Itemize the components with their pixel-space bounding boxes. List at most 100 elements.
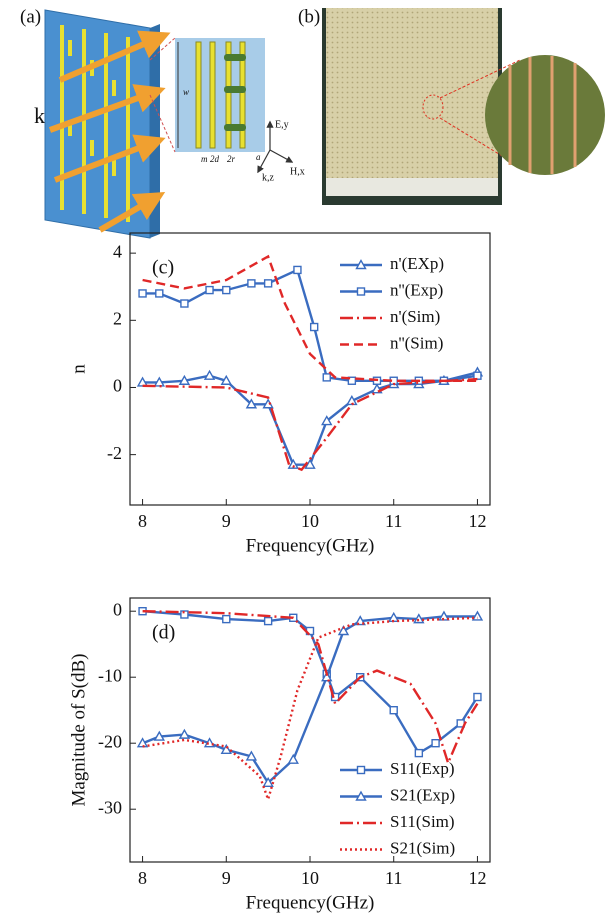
marker (337, 625, 350, 636)
panel-label: (d) (152, 622, 175, 644)
panel-b: (b) (298, 6, 605, 205)
legend-marker (355, 790, 367, 801)
marker (245, 750, 258, 761)
legend-marker (356, 287, 366, 296)
x-tick-label: 11 (385, 511, 402, 531)
y-tick-label: -10 (98, 665, 122, 685)
marker (287, 458, 299, 469)
marker (222, 285, 231, 295)
metamaterial-sheet (326, 8, 498, 178)
y-axis-label: Magnitude of S(dB) (68, 653, 89, 806)
marker (321, 671, 333, 682)
cell-strips (195, 41, 246, 149)
legend-label: S11(Sim) (390, 812, 455, 831)
y-tick-label: -20 (98, 731, 122, 751)
label: k (34, 103, 45, 128)
marker (287, 753, 299, 764)
series-line (142, 610, 479, 767)
zoom-lines (439, 59, 526, 171)
marker (205, 285, 214, 295)
legend-label: n''(Exp) (390, 280, 443, 299)
x-tick-label: 9 (222, 511, 231, 531)
label: 2d (210, 154, 220, 164)
axes-arrows (257, 120, 294, 174)
marker (330, 692, 340, 702)
y-tick-label: 4 (113, 241, 122, 261)
marker (321, 415, 333, 426)
x-tick-label: 10 (301, 511, 319, 531)
marker (136, 376, 149, 387)
marker (178, 374, 191, 385)
x-tick-label: 8 (138, 511, 147, 531)
series-line (142, 254, 478, 382)
label: H,x (290, 166, 305, 177)
panel-a: (a) k w m 2d 2r a E,y H,x k,z (20, 6, 305, 239)
y-tick-label: -2 (107, 443, 122, 463)
legend-label: n'(Sim) (390, 307, 440, 326)
x-tick-label: 8 (138, 868, 147, 888)
y-tick-label: 0 (113, 599, 122, 619)
marker (138, 289, 147, 298)
zoom-strips (508, 56, 577, 174)
zoom-circle (485, 55, 605, 175)
unit-cell (175, 38, 265, 152)
y-axis-label: n (68, 364, 89, 374)
x-tick-label: 10 (301, 868, 319, 888)
marker (222, 614, 231, 624)
marker (293, 265, 302, 275)
marker (136, 737, 149, 748)
ruler (326, 178, 498, 196)
legend-label: n'(EXp) (390, 254, 444, 273)
x-tick-label: 9 (222, 868, 231, 888)
marker (262, 776, 274, 787)
x-tick-label: 11 (385, 868, 402, 888)
slab-side (150, 24, 160, 238)
zoom-spot (422, 94, 444, 120)
legend-label: n''(Sim) (390, 333, 443, 352)
label: k,z (262, 172, 275, 183)
legend-label: S11(Exp) (390, 759, 455, 778)
panel-label: (b) (298, 6, 320, 27)
label: a (256, 152, 261, 162)
marker (473, 371, 482, 380)
wave-arrows (48, 30, 171, 233)
marker (414, 748, 424, 758)
marker (203, 369, 216, 380)
zoom-lines (149, 37, 176, 153)
marker (389, 706, 398, 715)
marker (471, 610, 484, 621)
marker (220, 743, 232, 754)
series-line (142, 615, 478, 785)
legend-label: S21(Exp) (390, 785, 455, 804)
x-axis-label: Frequency(GHz) (246, 892, 375, 913)
marker (153, 376, 165, 387)
marker (473, 692, 482, 702)
marker (346, 394, 358, 406)
marker (178, 728, 191, 739)
marker (247, 279, 256, 288)
legend-label: S21(Sim) (390, 838, 455, 857)
marker (155, 289, 164, 298)
marker (220, 374, 232, 385)
marker (304, 458, 316, 469)
marker (263, 616, 273, 626)
legend-marker (355, 259, 367, 270)
marker (347, 376, 357, 385)
marker (263, 279, 273, 288)
label: E,y (275, 119, 289, 130)
cell-links (224, 54, 246, 131)
series-line (142, 268, 478, 382)
x-tick-label: 12 (468, 511, 486, 531)
marker (322, 373, 331, 382)
x-tick-label: 12 (468, 868, 486, 888)
y-tick-label: 0 (113, 376, 122, 396)
marker (431, 739, 440, 748)
x-axis-label: Frequency(GHz) (246, 535, 375, 556)
legend-marker (356, 765, 366, 775)
marker (180, 299, 189, 308)
panel-label: (c) (152, 257, 174, 279)
label: m (201, 154, 208, 164)
panel-label: (a) (20, 6, 41, 27)
marker (153, 730, 165, 741)
